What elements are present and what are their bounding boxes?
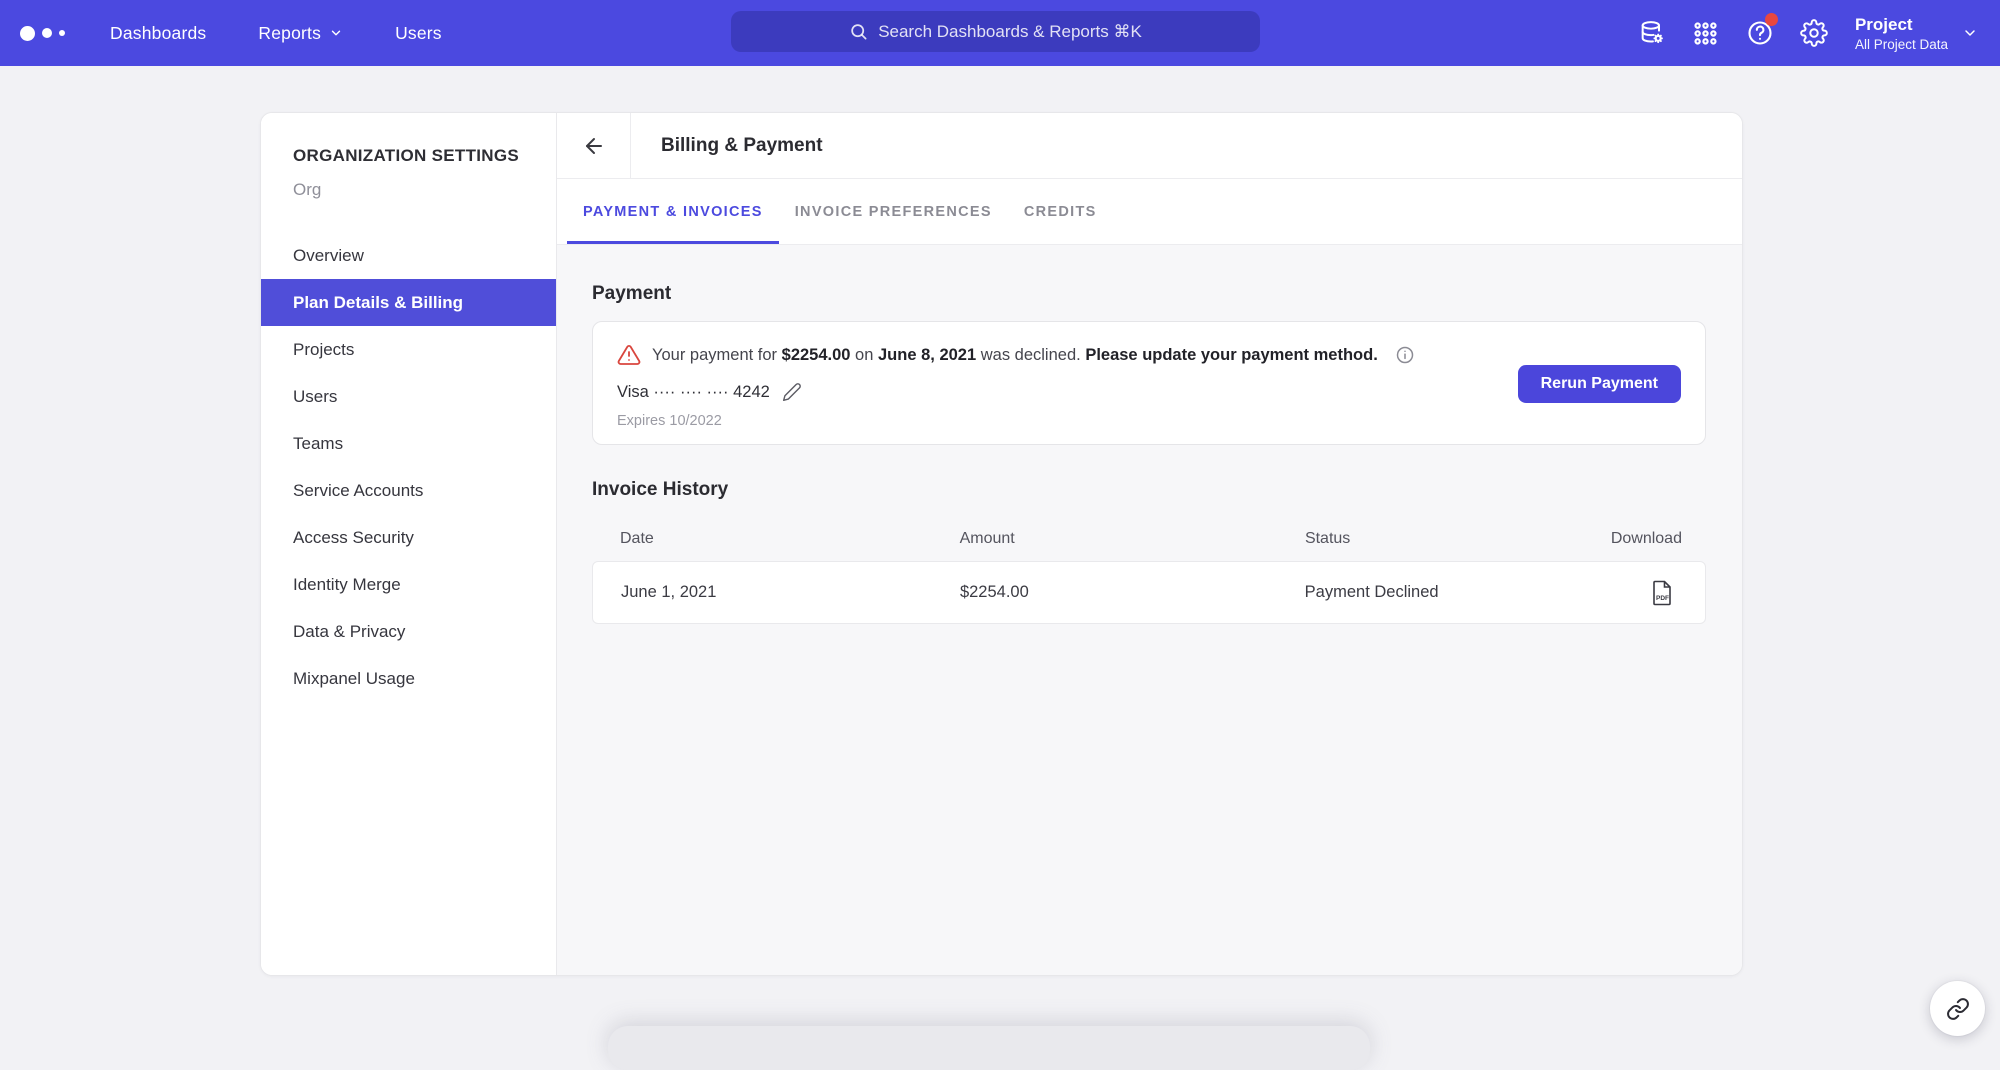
- search-placeholder: Search Dashboards & Reports ⌘K: [878, 21, 1142, 41]
- sidebar-item-plan-details-billing[interactable]: Plan Details & Billing: [261, 279, 556, 326]
- mixpanel-logo-icon[interactable]: [20, 25, 78, 41]
- payment-declined-alert: Your payment for $2254.00 on June 8, 202…: [617, 343, 1415, 367]
- info-icon[interactable]: [1395, 345, 1415, 365]
- project-name: All Project Data: [1854, 36, 1948, 52]
- rerun-payment-button[interactable]: Rerun Payment: [1517, 365, 1681, 403]
- invoice-row: June 1, 2021 $2254.00 Payment Declined P…: [592, 561, 1706, 624]
- search-icon: [849, 22, 868, 41]
- chevron-down-icon: [1948, 25, 1978, 41]
- invoice-history-title: Invoice History: [592, 479, 729, 500]
- page-title: Billing & Payment: [661, 134, 823, 156]
- sidebar-title: ORGANIZATION SETTINGS: [293, 146, 520, 165]
- invoice-amount: $2254.00: [959, 583, 1029, 601]
- col-amount: Amount: [959, 530, 1015, 547]
- nav-link-label: Users: [395, 22, 442, 43]
- tab-credits[interactable]: CREDITS: [1023, 203, 1097, 220]
- col-status: Status: [1304, 530, 1351, 547]
- sidebar-item-users[interactable]: Users: [293, 386, 338, 406]
- nav-link-users[interactable]: Users: [395, 23, 442, 44]
- nav-link-label: Dashboards: [110, 22, 207, 43]
- top-navbar: Dashboards Reports Users Search Dashboar…: [0, 0, 2000, 66]
- navbar-right: Project All Project Data: [1625, 0, 2000, 66]
- project-switcher[interactable]: Project All Project Data: [1855, 15, 1978, 52]
- sidebar-item-data-privacy[interactable]: Data & Privacy: [293, 621, 406, 641]
- sidebar-item-service-accounts[interactable]: Service Accounts: [293, 480, 424, 500]
- sidebar-item-projects[interactable]: Projects: [293, 339, 355, 359]
- invoice-date: June 1, 2021: [621, 583, 717, 601]
- payment-section-title: Payment: [592, 283, 672, 304]
- tab-payment-invoices[interactable]: PAYMENT & INVOICES: [567, 179, 779, 244]
- sidebar-item-overview[interactable]: Overview: [293, 245, 364, 265]
- sidebar-item-identity-merge[interactable]: Identity Merge: [293, 574, 401, 594]
- data-management-icon[interactable]: [1625, 0, 1679, 66]
- notification-badge: [1764, 13, 1778, 26]
- nav-link-label: Reports: [258, 22, 322, 43]
- nav-links: Dashboards Reports Users: [110, 23, 442, 44]
- warning-triangle-icon: [617, 343, 641, 367]
- nav-link-reports[interactable]: Reports: [258, 23, 343, 44]
- project-label: Project: [1854, 14, 1913, 34]
- payment-card: Your payment for $2254.00 on June 8, 202…: [592, 321, 1706, 445]
- invoice-table-header: Date Amount Status Download: [592, 517, 1706, 561]
- sidebar-item-mixpanel-usage[interactable]: Mixpanel Usage: [293, 668, 415, 688]
- sidebar-item-access-security[interactable]: Access Security: [293, 527, 414, 547]
- sidebar-item-teams[interactable]: Teams: [293, 433, 344, 453]
- settings-main: Billing & Payment PAYMENT & INVOICES INV…: [557, 113, 1742, 975]
- card-on-file: Visa ···· ···· ···· 4242: [617, 382, 802, 402]
- apps-grid-icon[interactable]: [1679, 0, 1733, 66]
- link-icon: [1946, 997, 1970, 1021]
- invoice-status: Payment Declined: [1304, 583, 1439, 601]
- nav-link-dashboards[interactable]: Dashboards: [110, 23, 206, 44]
- help-icon[interactable]: [1733, 0, 1787, 66]
- tab-content: Payment Your payment for $2254.00 on Jun…: [557, 245, 1742, 975]
- arrow-left-icon: [582, 134, 606, 158]
- download-pdf-icon[interactable]: PDF: [1651, 580, 1681, 606]
- col-date: Date: [620, 530, 654, 547]
- share-link-button[interactable]: [1930, 981, 1985, 1036]
- org-name: Org: [293, 180, 322, 199]
- settings-sidebar: ORGANIZATION SETTINGS Org Overview Plan …: [261, 113, 557, 975]
- edit-card-icon[interactable]: [782, 382, 802, 402]
- alert-text: Your payment for $2254.00 on June 8, 202…: [652, 345, 1378, 364]
- peeking-panel-edge: [608, 1026, 1370, 1070]
- page-header: Billing & Payment: [557, 113, 1742, 179]
- col-download: Download: [1610, 530, 1682, 547]
- org-settings-panel: ORGANIZATION SETTINGS Org Overview Plan …: [260, 112, 1743, 976]
- chevron-down-icon: [329, 26, 343, 40]
- tab-invoice-preferences[interactable]: INVOICE PREFERENCES: [794, 203, 992, 220]
- back-button[interactable]: [557, 113, 631, 178]
- sidebar-nav: Overview Plan Details & Billing Projects…: [261, 232, 556, 702]
- svg-text:PDF: PDF: [1656, 595, 1669, 602]
- search-input[interactable]: Search Dashboards & Reports ⌘K: [731, 11, 1260, 52]
- card-expiry: Expires 10/2022: [617, 413, 722, 429]
- card-label: Visa ···· ···· ···· 4242: [617, 382, 770, 401]
- invoice-table: Date Amount Status Download June 1, 2021…: [592, 517, 1706, 624]
- tab-bar: PAYMENT & INVOICES INVOICE PREFERENCES C…: [557, 179, 1742, 245]
- settings-gear-icon[interactable]: [1787, 0, 1841, 66]
